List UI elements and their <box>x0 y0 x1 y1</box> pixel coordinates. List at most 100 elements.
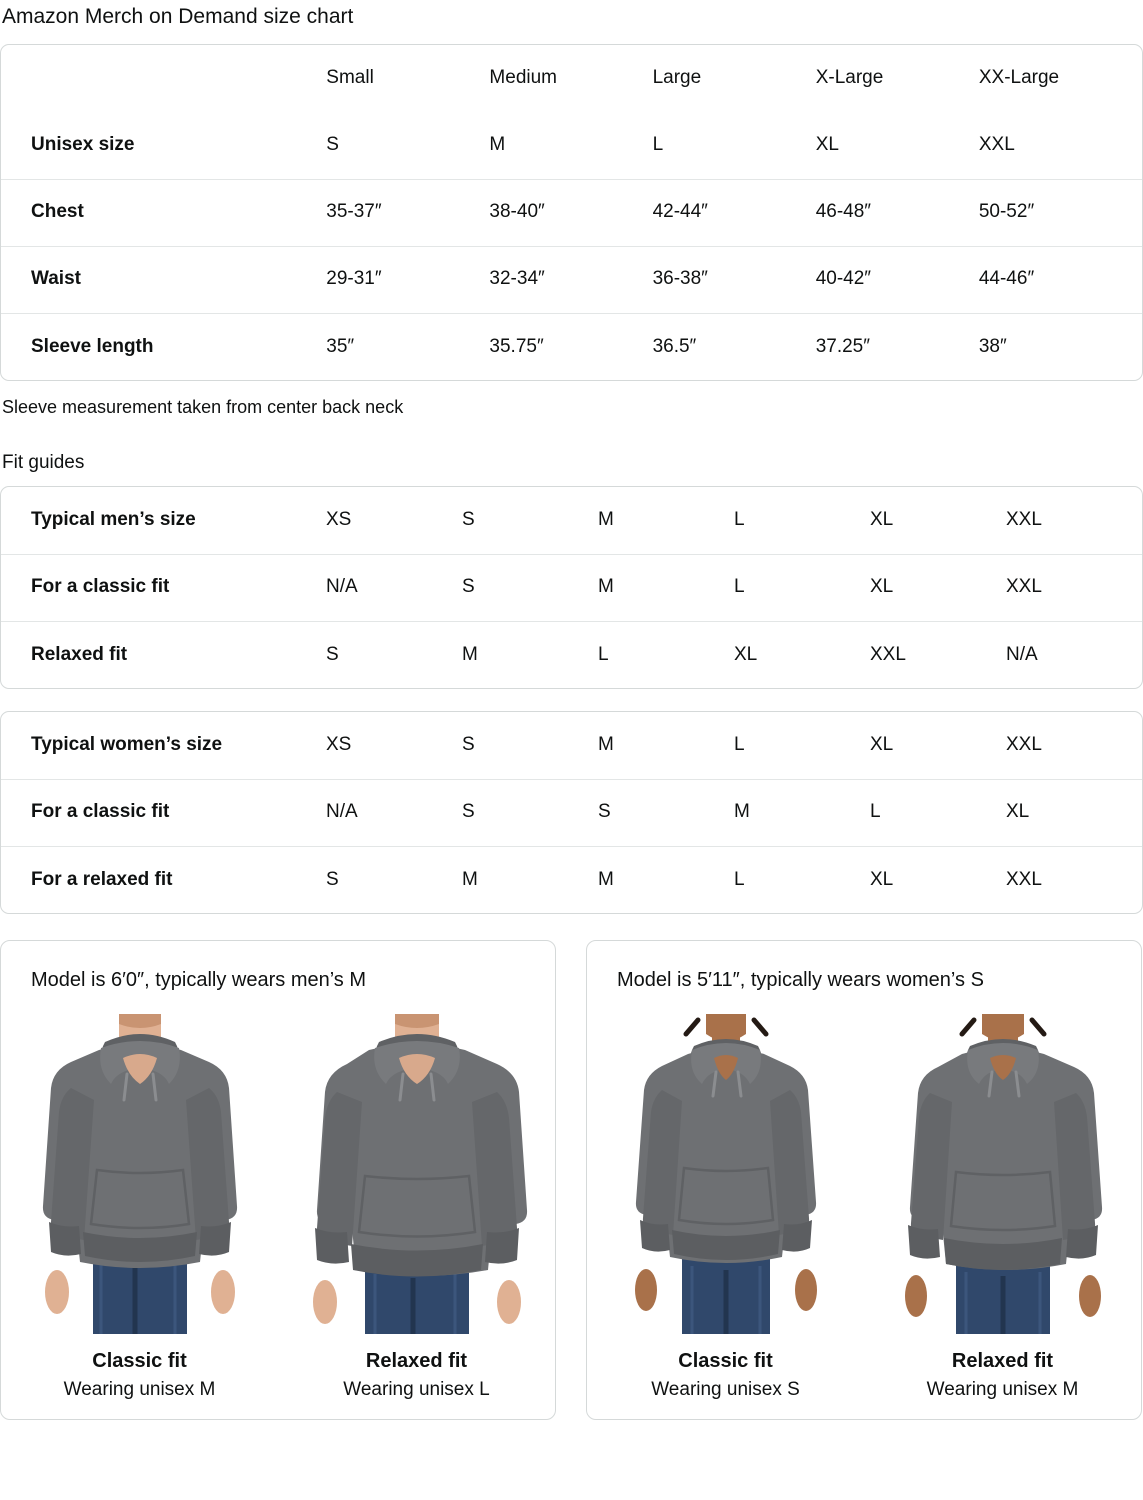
cell-womens-classic-3: S <box>598 778 734 847</box>
table-row: For a classic fit N/A S S M L XL <box>1 778 1142 847</box>
womens-classic-fit-label: Classic fit <box>678 1350 773 1373</box>
table-row: Unisex size S M L XL XXL <box>1 112 1142 179</box>
female-relaxed-hoodie-illustration <box>904 1014 1102 1335</box>
cell-waist-medium: 32-34″ <box>489 245 653 314</box>
cell-womens-relaxed-4: L <box>734 845 870 914</box>
column-header-medium: Medium <box>489 67 557 89</box>
womens-fit-guide-card: Typical women’s size XS S M L XL XXL For… <box>0 711 1143 915</box>
womens-classic-fit-figure <box>606 1014 846 1335</box>
mens-model-caption: Model is 6′0″, typically wears men’s M <box>31 969 367 992</box>
row-label-chest: Chest <box>1 178 327 247</box>
table-row: For a classic fit N/A S M L XL XXL <box>1 553 1142 622</box>
column-header-x-large: X-Large <box>815 67 884 89</box>
mens-classic-fit-wearing: Wearing unisex M <box>63 1379 216 1401</box>
table-row: For a relaxed fit S M M L XL XXL <box>1 845 1142 914</box>
cell-sleeve-large: 36.5″ <box>652 312 816 381</box>
cell-sleeve-xx-large: 38″ <box>978 312 1142 381</box>
mens-fit-guide-table: Typical men’s size XS S M L XL XXL For a… <box>1 487 1142 689</box>
cell-mens-relaxed-3: L <box>598 620 734 689</box>
cell-womens-classic-6: XL <box>1006 778 1142 847</box>
cell-waist-large: 36-38″ <box>652 245 816 314</box>
cell-womens-classic-4: M <box>734 778 870 847</box>
cell-mens-relaxed-2: M <box>462 620 598 689</box>
size-chart-page: Amazon Merch on Demand size chart Small … <box>0 5 1143 1421</box>
row-label-mens-relaxed-fit: Relaxed fit <box>1 620 326 689</box>
womens-classic-fit-caption: Classic fit Wearing unisex S <box>606 1350 846 1401</box>
cell-mens-classic-6: XXL <box>1006 553 1142 622</box>
cell-womens-typical-6: XXL <box>1006 734 1042 756</box>
cell-womens-relaxed-6: XXL <box>1006 845 1142 914</box>
cell-womens-typical-3: M <box>598 734 614 756</box>
cell-unisex-size-small: S <box>326 134 339 156</box>
womens-classic-fit-wearing: Wearing unisex S <box>651 1379 800 1401</box>
row-label-unisex-size: Unisex size <box>31 134 135 156</box>
womens-fit-guide-table: Typical women’s size XS S M L XL XXL For… <box>1 712 1142 914</box>
cell-womens-typical-1: XS <box>326 734 352 756</box>
column-header-blank <box>1 45 326 112</box>
measurements-table-card: Small Medium Large X-Large XX-Large Unis… <box>0 44 1143 382</box>
mens-relaxed-fit-figure <box>297 1014 537 1335</box>
table-row: Relaxed fit S M L XL XXL N/A <box>1 620 1142 689</box>
mens-classic-fit-caption: Classic fit Wearing unisex M <box>20 1350 260 1401</box>
table-row: Waist 29-31″ 32-34″ 36-38″ 40-42″ 44-46″ <box>1 245 1142 314</box>
fit-guides-heading: Fit guides <box>2 452 85 474</box>
womens-model-caption: Model is 5′11″, typically wears women’s … <box>617 969 984 992</box>
model-cards-row: Model is 6′0″, typically wears men’s M <box>0 940 1143 1421</box>
mens-relaxed-fit-label: Relaxed fit <box>365 1350 468 1373</box>
cell-mens-typical-6: XXL <box>1006 509 1042 531</box>
cell-mens-relaxed-1: S <box>326 620 462 689</box>
womens-relaxed-fit-label: Relaxed fit <box>951 1350 1054 1373</box>
cell-chest-large: 42-44″ <box>652 178 816 247</box>
cell-mens-classic-3: M <box>598 553 734 622</box>
mens-figure-captions: Classic fit Wearing unisex M Relaxed fit… <box>1 1350 555 1401</box>
cell-unisex-size-x-large: XL <box>815 134 839 156</box>
cell-womens-classic-2: S <box>462 778 598 847</box>
cell-chest-x-large: 46-48″ <box>815 178 979 247</box>
mens-classic-fit-label: Classic fit <box>92 1350 187 1373</box>
table-row: Typical men’s size XS S M L XL XXL <box>1 487 1142 554</box>
table-row: Chest 35-37″ 38-40″ 42-44″ 46-48″ 50-52″ <box>1 178 1142 247</box>
cell-mens-typical-3: M <box>598 509 614 531</box>
column-header-xx-large: XX-Large <box>978 67 1060 89</box>
cell-womens-relaxed-5: XL <box>870 845 1006 914</box>
measurements-table: Small Medium Large X-Large XX-Large Unis… <box>1 45 1142 381</box>
row-label-womens-classic-fit: For a classic fit <box>1 778 326 847</box>
cell-mens-classic-1: N/A <box>326 553 462 622</box>
cell-womens-relaxed-1: S <box>326 845 462 914</box>
cell-womens-classic-1: N/A <box>326 778 462 847</box>
cell-waist-x-large: 40-42″ <box>815 245 979 314</box>
table-row: Typical women’s size XS S M L XL XXL <box>1 712 1142 779</box>
cell-unisex-size-large: L <box>652 134 664 156</box>
cell-mens-relaxed-4: XL <box>734 620 870 689</box>
cell-mens-classic-4: L <box>734 553 870 622</box>
cell-chest-small: 35-37″ <box>326 178 490 247</box>
cell-waist-small: 29-31″ <box>326 245 490 314</box>
cell-womens-relaxed-2: M <box>462 845 598 914</box>
cell-chest-medium: 38-40″ <box>489 178 653 247</box>
womens-figure-captions: Classic fit Wearing unisex S Relaxed fit… <box>587 1350 1141 1401</box>
sleeve-measurement-note: Sleeve measurement taken from center bac… <box>2 397 404 418</box>
womens-relaxed-fit-caption: Relaxed fit Wearing unisex M <box>883 1350 1123 1401</box>
cell-mens-typical-1: XS <box>326 509 352 531</box>
cell-sleeve-medium: 35.75″ <box>489 312 653 381</box>
womens-model-figures <box>587 1004 1141 1335</box>
cell-womens-typical-5: XL <box>870 734 894 756</box>
mens-model-card: Model is 6′0″, typically wears men’s M <box>0 940 556 1421</box>
womens-relaxed-fit-wearing: Wearing unisex M <box>926 1379 1079 1401</box>
mens-classic-fit-figure <box>20 1014 260 1335</box>
row-label-womens-relaxed-fit: For a relaxed fit <box>1 845 326 914</box>
page-title: Amazon Merch on Demand size chart <box>2 5 354 28</box>
cell-waist-xx-large: 44-46″ <box>978 245 1142 314</box>
male-relaxed-hoodie-illustration <box>312 1014 527 1335</box>
womens-model-card: Model is 5′11″, typically wears women’s … <box>586 940 1142 1421</box>
mens-fit-guide-card: Typical men’s size XS S M L XL XXL For a… <box>0 486 1143 690</box>
row-label-mens-classic-fit: For a classic fit <box>1 553 326 622</box>
row-label-typical-womens-size: Typical women’s size <box>31 734 223 756</box>
column-header-large: Large <box>652 67 702 89</box>
mens-model-figures <box>1 1004 555 1335</box>
cell-mens-relaxed-6: N/A <box>1006 620 1142 689</box>
cell-mens-relaxed-5: XXL <box>870 620 1006 689</box>
mens-relaxed-fit-wearing: Wearing unisex L <box>343 1379 490 1401</box>
cell-mens-typical-5: XL <box>870 509 894 531</box>
table-header-row: Small Medium Large X-Large XX-Large <box>1 45 1142 112</box>
